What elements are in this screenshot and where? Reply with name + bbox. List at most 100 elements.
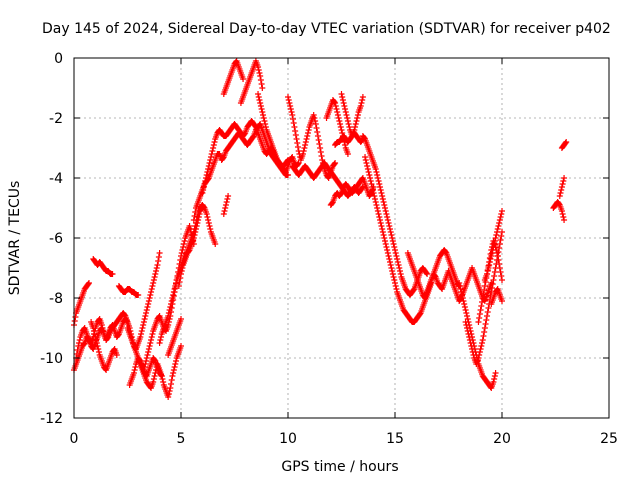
data-point	[499, 208, 505, 214]
data-point	[368, 181, 375, 187]
data-point	[384, 214, 391, 220]
data-point	[379, 193, 386, 199]
data-point	[376, 181, 383, 187]
data-point	[289, 116, 296, 122]
data-point	[255, 91, 262, 97]
data-point	[366, 172, 373, 178]
data-point	[171, 364, 178, 370]
data-point	[377, 184, 384, 190]
data-point	[293, 136, 300, 142]
data-point	[557, 190, 564, 196]
data-point	[374, 175, 381, 181]
data-point	[144, 352, 151, 358]
data-point	[386, 223, 393, 229]
data-point	[294, 161, 301, 167]
data-point	[175, 283, 182, 289]
data-point	[177, 275, 184, 281]
data-point	[150, 280, 157, 286]
data-point	[258, 106, 265, 112]
data-point	[495, 257, 502, 263]
data-point	[314, 129, 321, 135]
data-point	[354, 115, 361, 121]
data-point	[476, 349, 483, 355]
data-point	[124, 319, 131, 325]
series-s15	[220, 193, 232, 217]
series-s29	[456, 280, 499, 391]
y-tick-label: -4	[49, 171, 63, 187]
data-point	[76, 337, 83, 343]
data-point	[170, 367, 177, 373]
data-point	[220, 211, 227, 217]
data-point	[259, 109, 266, 115]
data-point	[201, 181, 208, 187]
data-point	[382, 241, 389, 247]
data-point	[387, 259, 394, 265]
data-point	[190, 235, 197, 241]
data-point	[140, 319, 147, 325]
data-point	[352, 124, 359, 130]
data-point	[143, 310, 150, 316]
data-point	[301, 145, 308, 151]
data-point	[375, 178, 382, 184]
data-point	[316, 141, 323, 147]
data-point	[499, 298, 505, 304]
data-point	[491, 238, 498, 244]
y-tick-label: -6	[49, 231, 63, 247]
data-point	[559, 181, 566, 187]
data-point	[90, 325, 97, 331]
data-point	[483, 317, 490, 323]
data-point	[484, 313, 491, 319]
data-point	[141, 316, 148, 322]
data-point	[466, 337, 473, 343]
series-s4	[90, 256, 116, 277]
data-point	[370, 190, 377, 196]
series-s6	[115, 283, 142, 298]
data-point	[456, 283, 463, 289]
data-point	[389, 238, 396, 244]
data-point	[479, 295, 486, 301]
data-point	[168, 298, 175, 304]
data-point	[497, 237, 504, 243]
data-point	[491, 376, 498, 382]
data-point	[498, 273, 505, 279]
data-point	[390, 274, 397, 280]
data-point	[385, 220, 392, 226]
data-point	[345, 121, 352, 127]
data-point	[380, 232, 387, 238]
data-point	[493, 232, 500, 238]
data-point	[496, 261, 503, 267]
data-point	[466, 334, 473, 340]
data-point	[85, 280, 92, 286]
data-point	[202, 178, 209, 184]
data-point	[145, 349, 152, 355]
data-point	[148, 286, 155, 292]
data-point	[384, 247, 391, 253]
data-point	[170, 292, 177, 298]
data-point	[153, 268, 160, 274]
data-point	[392, 280, 398, 286]
data-point	[382, 205, 389, 211]
data-point	[159, 376, 166, 382]
data-point	[390, 241, 397, 247]
data-point	[559, 211, 566, 217]
data-point	[151, 373, 158, 379]
data-point	[479, 299, 486, 305]
data-point	[143, 307, 150, 313]
data-point	[92, 334, 99, 340]
data-point	[312, 118, 319, 124]
data-point	[192, 209, 199, 215]
data-point	[375, 211, 382, 217]
data-point	[158, 373, 165, 379]
data-point	[344, 151, 351, 157]
data-point	[294, 144, 301, 150]
data-point	[562, 140, 569, 146]
series-s24	[338, 91, 366, 139]
data-point	[494, 226, 501, 232]
grid-lines	[74, 58, 609, 418]
data-point	[477, 307, 484, 313]
data-point	[374, 172, 381, 178]
data-point	[138, 331, 145, 337]
data-point	[389, 235, 396, 241]
data-point	[311, 115, 318, 121]
series-s5	[88, 319, 120, 373]
